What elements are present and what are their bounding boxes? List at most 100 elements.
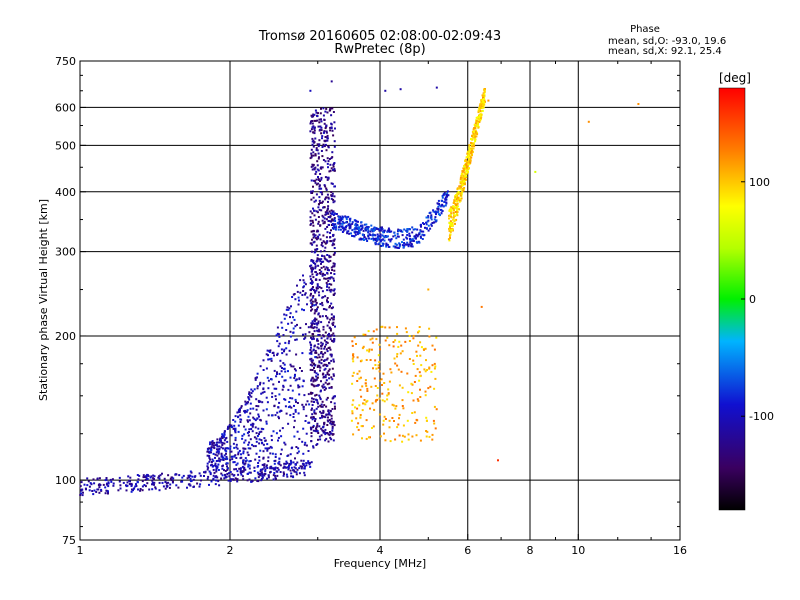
data-point [328,210,331,213]
data-point [366,226,368,229]
data-point [264,447,267,450]
data-point [386,230,389,233]
data-point [479,107,482,110]
data-point [333,338,336,341]
data-point [251,443,254,446]
data-point [454,214,457,217]
data-point [376,394,379,397]
data-point [328,269,330,272]
data-point [398,384,401,387]
data-point [324,246,327,249]
data-point [382,372,385,375]
data-point [366,387,369,390]
data-point [480,99,483,102]
data-point [346,232,349,235]
data-point [228,424,231,426]
data-point [354,222,357,225]
data-point [269,466,272,469]
data-point [460,197,463,200]
data-point [330,423,333,426]
data-point [317,364,320,367]
data-point [333,195,336,198]
data-point [329,231,331,234]
data-point [312,333,315,336]
data-point [310,120,312,123]
data-point [258,459,261,462]
data-point [303,337,306,340]
data-point [434,377,437,380]
data-point [417,331,419,334]
data-point [351,412,354,415]
data-point [258,438,261,441]
data-point [244,428,247,431]
data-point [465,166,468,169]
data-point [303,443,306,446]
data-point [277,439,279,442]
data-point [223,442,226,445]
data-point [405,236,408,239]
data-point [307,460,310,463]
data-point [310,250,313,253]
data-point [250,392,253,395]
data-point [221,437,224,440]
data-point [463,165,466,168]
data-point [318,278,321,281]
data-point [310,222,313,225]
data-point [190,471,193,474]
data-point [107,492,109,495]
data-point [327,216,330,218]
data-point [310,114,313,117]
data-point [211,440,214,443]
data-point [438,213,440,216]
data-point [319,125,322,128]
data-point [324,227,327,230]
data-point [210,449,213,452]
data-point [242,478,245,481]
data-point [297,296,300,299]
data-point [318,356,321,359]
data-point [365,237,368,240]
data-point [334,407,336,410]
data-point [226,468,229,471]
data-point [637,103,640,105]
data-point [274,474,276,477]
data-point [315,430,318,433]
data-point [316,399,319,402]
data-point [322,328,325,331]
data-point [130,482,133,485]
data-point [378,379,381,382]
data-point [315,287,318,290]
data-point [317,328,320,331]
data-point [299,279,302,282]
data-point [207,475,210,478]
data-point [369,359,372,361]
data-point [457,198,460,201]
data-point [326,139,329,142]
data-point [415,418,418,421]
data-point [332,360,335,363]
data-point [139,488,142,490]
data-point [372,330,375,333]
data-point [104,479,107,482]
data-point [320,403,323,406]
data-point [282,471,285,474]
data-point [132,489,134,492]
data-point [315,248,318,251]
data-point [374,364,377,366]
data-point [326,371,329,374]
data-point [100,488,103,491]
data-point [325,343,328,346]
data-point [354,230,357,233]
data-point [276,474,279,477]
data-point [365,384,368,387]
data-point [289,312,292,315]
data-point [449,233,452,236]
data-point [311,296,314,299]
data-point [178,474,181,477]
data-point [328,419,331,421]
data-point [189,484,192,487]
data-point [318,360,321,363]
data-point [243,433,246,436]
data-point [303,281,306,284]
data-point [322,409,325,412]
